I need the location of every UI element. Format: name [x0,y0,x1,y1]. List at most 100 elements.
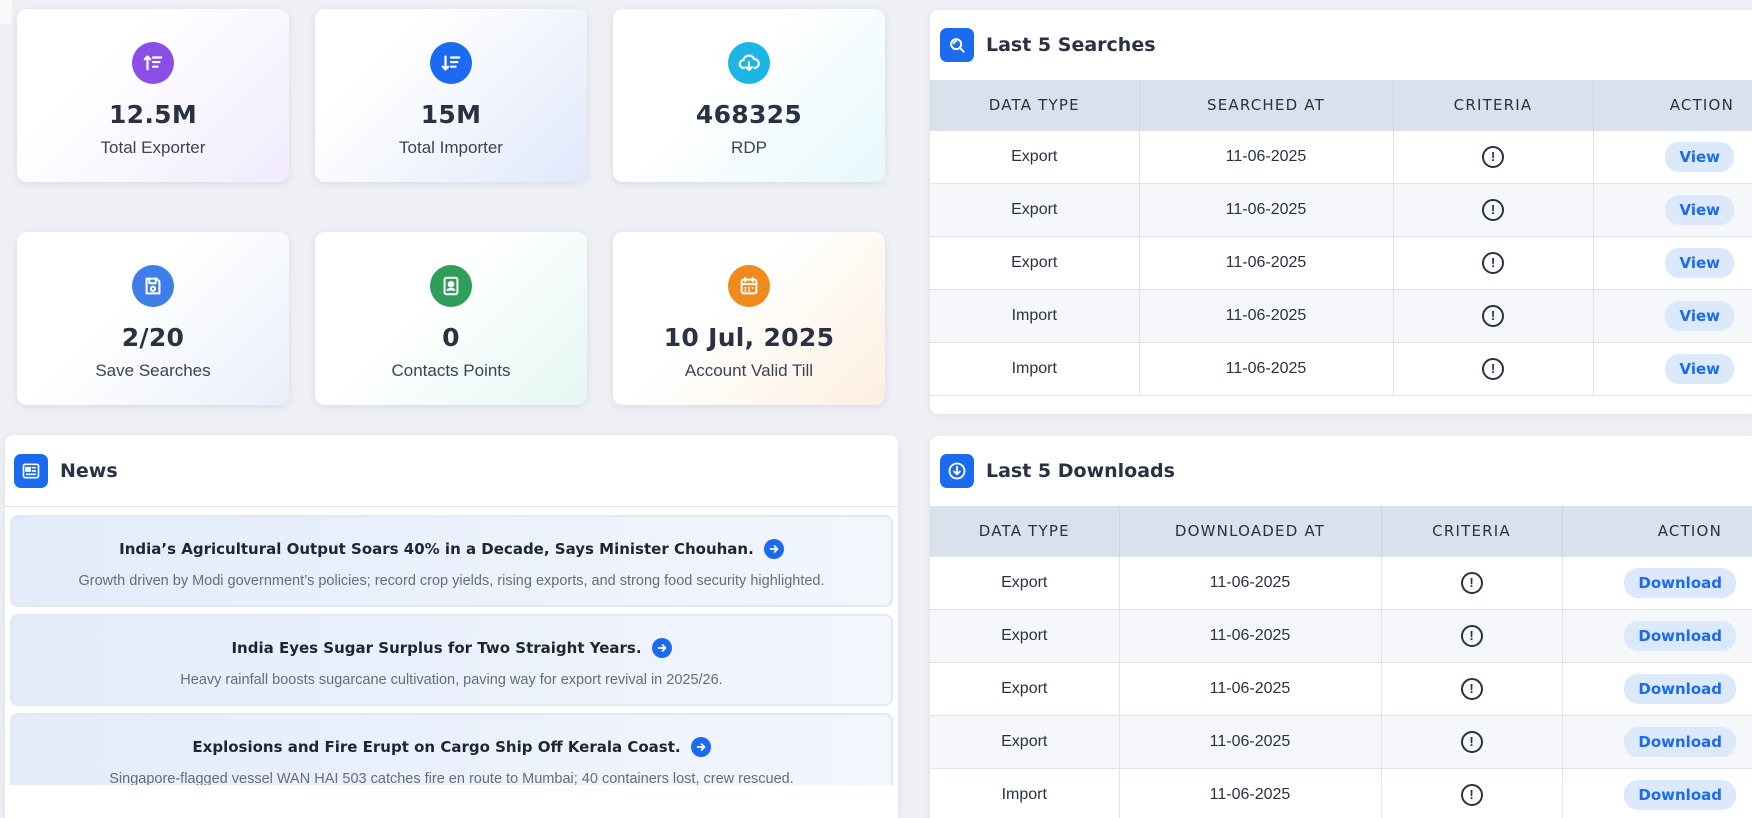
cell-action: View [1593,235,1752,289]
stat-value: 0 [442,323,460,352]
searches-title: Last 5 Searches [986,34,1156,56]
newspaper-icon [14,453,48,488]
table-row: Import 11-06-2025 ! View [930,288,1752,342]
sort-descending-icon [430,42,472,84]
cell-action: Download [1562,714,1752,768]
col-header: DOWNLOADED AT [1119,506,1382,556]
info-circle-icon[interactable]: ! [1482,357,1504,380]
news-item[interactable]: India’s Agricultural Output Soars 40% in… [10,515,893,607]
news-panel: News India’s Agricultural Output Soars 4… [5,435,898,818]
download-button[interactable]: Download [1624,779,1736,810]
col-header: ACTION [1593,80,1752,130]
table-row: Export 11-06-2025 ! Download [930,608,1752,662]
stat-card-account-valid-till[interactable]: 10 Jul, 2025 Account Valid Till [613,232,885,405]
info-circle-icon[interactable]: ! [1460,624,1483,647]
download-button[interactable]: Download [1624,726,1736,757]
info-circle-icon[interactable]: ! [1482,251,1504,274]
news-scroll-mask [5,785,898,818]
news-item-title-row: India’s Agricultural Output Soars 40% in… [12,539,891,559]
view-button[interactable]: View [1665,300,1734,331]
floppy-disk-icon [132,265,174,307]
col-header: CRITERIA [1393,80,1594,130]
info-circle-icon[interactable]: ! [1460,730,1483,753]
download-button[interactable]: Download [1624,673,1736,704]
downloads-title: Last 5 Downloads [986,460,1175,482]
table-row: Export 11-06-2025 ! Download [930,555,1752,609]
searches-table: DATA TYPE SEARCHED AT CRITERIA ACTION Ex… [930,80,1752,396]
downloads-panel: Last 5 Downloads DATA TYPE DOWNLOADED AT… [930,436,1752,818]
info-circle-icon[interactable]: ! [1482,145,1504,168]
cell-date: 11-06-2025 [1119,661,1382,715]
cell-date: 11-06-2025 [1139,341,1394,396]
cell-type: Export [930,129,1140,183]
cell-date: 11-06-2025 [1119,714,1382,768]
view-button[interactable]: View [1665,141,1734,172]
stat-card-rdp[interactable]: 468325 RDP [613,9,885,182]
cell-criteria: ! [1393,182,1594,236]
news-item-title: India’s Agricultural Output Soars 40% in… [119,540,754,558]
cell-criteria: ! [1393,235,1594,289]
download-button[interactable]: Download [1624,620,1736,651]
cell-criteria: ! [1381,714,1563,768]
news-item-title: India Eyes Sugar Surplus for Two Straigh… [231,639,642,657]
table-row: Import 11-06-2025 ! Download [930,767,1752,818]
news-title: News [60,459,118,482]
table-row: Export 11-06-2025 ! View [930,235,1752,289]
cell-date: 11-06-2025 [1139,235,1394,289]
view-button[interactable]: View [1665,247,1734,278]
col-header: SEARCHED AT [1139,80,1394,130]
stat-label: RDP [731,138,767,157]
downloads-table: DATA TYPE DOWNLOADED AT CRITERIA ACTION … [930,506,1752,818]
news-header: News [5,435,898,507]
cell-date: 11-06-2025 [1139,182,1394,236]
info-circle-icon[interactable]: ! [1460,571,1483,594]
cell-criteria: ! [1393,288,1594,342]
arrow-right-icon[interactable] [763,539,784,559]
cell-criteria: ! [1393,341,1594,396]
cell-action: View [1593,288,1752,342]
stat-label: Contacts Points [391,361,511,380]
downloads-header: Last 5 Downloads [930,436,1752,506]
cell-date: 11-06-2025 [1139,288,1394,342]
cell-action: Download [1562,767,1752,818]
view-button[interactable]: View [1665,353,1734,384]
stat-card-total-exporter[interactable]: 12.5M Total Exporter [17,9,289,182]
info-circle-icon[interactable]: ! [1482,304,1504,327]
info-circle-icon[interactable]: ! [1460,677,1483,700]
stat-card-contacts-points[interactable]: 0 Contacts Points [315,232,587,405]
arrow-right-icon[interactable] [690,737,711,757]
cell-date: 11-06-2025 [1119,608,1382,662]
news-item[interactable]: India Eyes Sugar Surplus for Two Straigh… [10,614,893,706]
table-header-row: DATA TYPE SEARCHED AT CRITERIA ACTION [930,80,1752,130]
col-header: CRITERIA [1381,506,1563,556]
info-circle-icon[interactable]: ! [1460,783,1483,806]
cell-action: Download [1562,608,1752,662]
news-item-title-row: Explosions and Fire Erupt on Cargo Ship … [12,737,891,757]
stat-value: 468325 [695,100,803,129]
news-item-desc: Heavy rainfall boosts sugarcane cultivat… [180,672,723,688]
cell-type: Import [930,341,1140,396]
table-row: Import 11-06-2025 ! View [930,341,1752,396]
cell-criteria: ! [1381,661,1563,715]
cell-type: Import [930,767,1120,818]
stat-card-save-searches[interactable]: 2/20 Save Searches [17,232,289,405]
contact-card-icon [430,265,472,307]
download-circle-icon [940,454,974,488]
col-header: DATA TYPE [930,506,1120,556]
cell-action: View [1593,341,1752,396]
cell-criteria: ! [1381,767,1563,818]
cell-type: Export [930,714,1120,768]
news-item-title-row: India Eyes Sugar Surplus for Two Straigh… [12,638,891,658]
cell-action: View [1593,129,1752,183]
cell-type: Export [930,555,1120,609]
info-circle-icon[interactable]: ! [1482,198,1504,221]
stat-label: Account Valid Till [684,361,814,380]
stat-card-total-importer[interactable]: 15M Total Importer [315,9,587,182]
stat-value: 10 Jul, 2025 [663,323,835,352]
arrow-right-icon[interactable] [651,638,672,658]
searches-header: Last 5 Searches [930,10,1752,80]
cell-criteria: ! [1393,129,1594,183]
cell-criteria: ! [1381,555,1563,609]
download-button[interactable]: Download [1624,567,1736,598]
view-button[interactable]: View [1665,194,1734,225]
